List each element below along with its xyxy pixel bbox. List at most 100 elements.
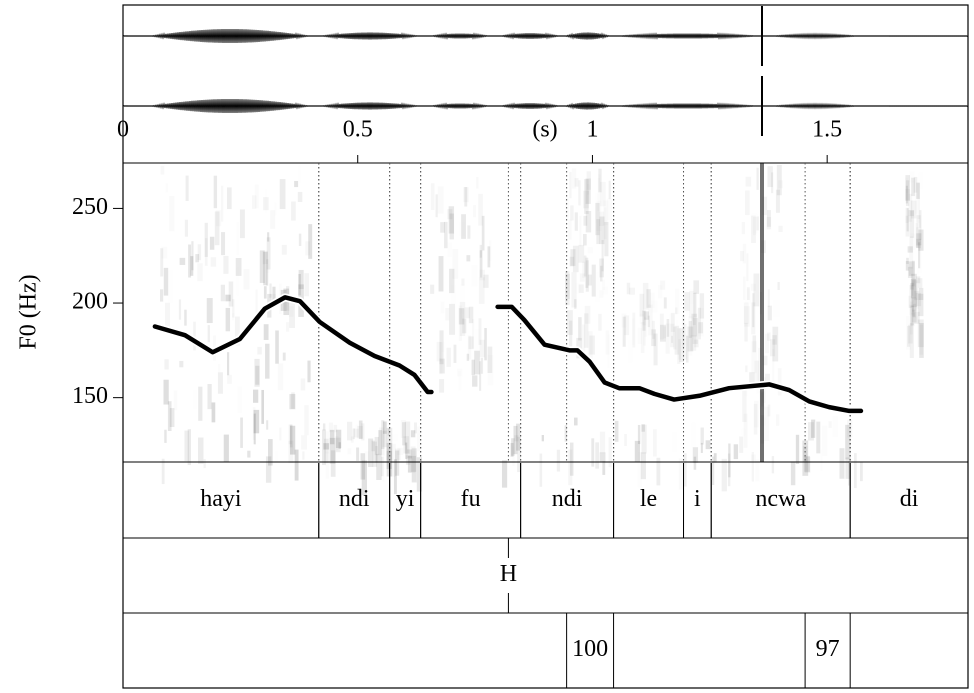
spectrogram-shade [463,187,469,203]
spectrogram-shade [304,405,308,435]
spectrogram-shade [184,309,187,326]
spectrogram-shade [919,210,922,240]
spectrogram-shade [756,216,759,231]
spectrogram-shade [604,222,609,257]
spectrogram-shade [600,265,603,282]
spectrogram-shade [599,216,605,245]
spectrogram-shade [916,227,919,248]
spectrogram-shade [407,455,412,473]
spectrogram-shade [302,451,305,460]
frame [122,4,969,689]
spectrogram-shade [822,425,827,456]
spectrogram-shade [263,286,267,299]
spectrogram-shade [565,271,570,306]
spectrogram-shade [163,379,169,405]
spectrogram-shade [916,233,922,246]
spectrogram-shade [905,188,910,200]
spectrogram-shade [240,417,243,448]
spectrogram-shade [266,237,271,270]
spectrogram-shade [572,169,576,189]
spectrogram-shade [375,446,378,463]
y-tick-label: 250 [72,194,108,220]
spectrogram-shade [585,257,589,288]
spectrogram-shade [745,190,750,216]
spectrogram-shade [348,448,352,454]
spectrogram-shade [328,422,333,433]
spectrogram-shade [488,355,494,386]
spectrogram-shade [583,234,587,246]
spectrogram-shade [462,318,467,334]
spectrogram-shade [234,316,240,346]
spectrogram-shade [290,425,296,455]
spectrogram-shade [308,224,313,259]
tier-label: fu [461,486,481,512]
spectrogram-shade [771,456,775,474]
spectrogram-shade [906,208,909,232]
spectrogram-shade [624,315,630,336]
spectrogram-shade [847,419,853,438]
spectrogram-shade [907,246,913,253]
y-axis-label: F0 (Hz) [16,274,42,349]
spectrogram-shade [294,449,299,481]
spectrogram-shade [905,215,910,237]
spectrogram-shade [589,335,595,355]
tier-label: le [640,486,657,512]
spectrogram-shade [436,341,442,362]
tier-label: 100 [572,636,608,662]
spectrogram-shade [376,453,382,480]
spectrogram-shade [265,189,267,214]
spectrogram-shade [845,457,851,479]
spectrogram-shade [441,302,445,314]
spectrogram-shade [820,449,822,471]
spectrogram-shade [641,424,645,432]
spectrogram-shade [297,191,303,202]
spectrogram-shade [300,378,306,391]
spectrogram-shade [776,414,779,425]
spectrogram-shade [483,274,489,288]
spectrogram-shade [692,317,698,344]
tier-label: 97 [816,636,840,662]
spectrogram-shade [690,335,697,351]
spectrogram-shade [294,180,299,188]
spectrogram-shade [289,424,293,448]
spectrogram-shade [688,290,694,319]
spectrogram-shade [323,443,330,450]
spectrogram-shade [693,456,697,470]
spectrogram-shade [913,176,918,193]
spectrogram-shade [859,461,863,482]
spectrogram-shade [414,422,418,434]
spectrogram-shade [251,195,257,209]
spectrogram-shade [721,458,727,492]
spectrogram-shade [255,365,260,385]
spectrogram-shade [911,273,917,308]
spectrogram-shade [440,222,445,233]
spectrogram-shade [305,241,311,256]
spectrogram-shade [578,180,581,206]
spectrogram-shade [565,273,570,300]
spectrogram-shade [169,408,175,427]
spectrogram-shade [570,249,576,266]
spectrogram-shade [517,436,521,473]
spectrogram-shade [910,278,917,299]
spectrogram-shade [381,456,384,477]
spectrogram-shade [914,311,920,324]
spectrogram-shade [568,220,571,240]
spectrogram-shade [683,453,687,487]
spectrogram-shade [916,182,920,199]
spectrogram-shade [771,172,774,194]
spectrogram-shade [917,319,924,348]
spectrogram-shade [188,244,192,278]
spectrogram-shade [598,168,602,193]
spectrogram-shade [697,307,702,340]
spectrogram-shade [712,456,715,485]
spectrogram-shade [679,328,685,363]
spectrogram-shade [599,181,606,207]
spectrogram-shade [411,448,417,483]
spectrogram-shade [848,461,851,486]
spectrogram-shade [266,259,269,286]
spectrogram-shade [756,167,759,190]
spectrogram-shade [583,215,588,226]
spectrogram-shade [191,241,194,271]
spectrogram-shade [622,316,626,347]
spectrogram-shade [461,214,466,239]
